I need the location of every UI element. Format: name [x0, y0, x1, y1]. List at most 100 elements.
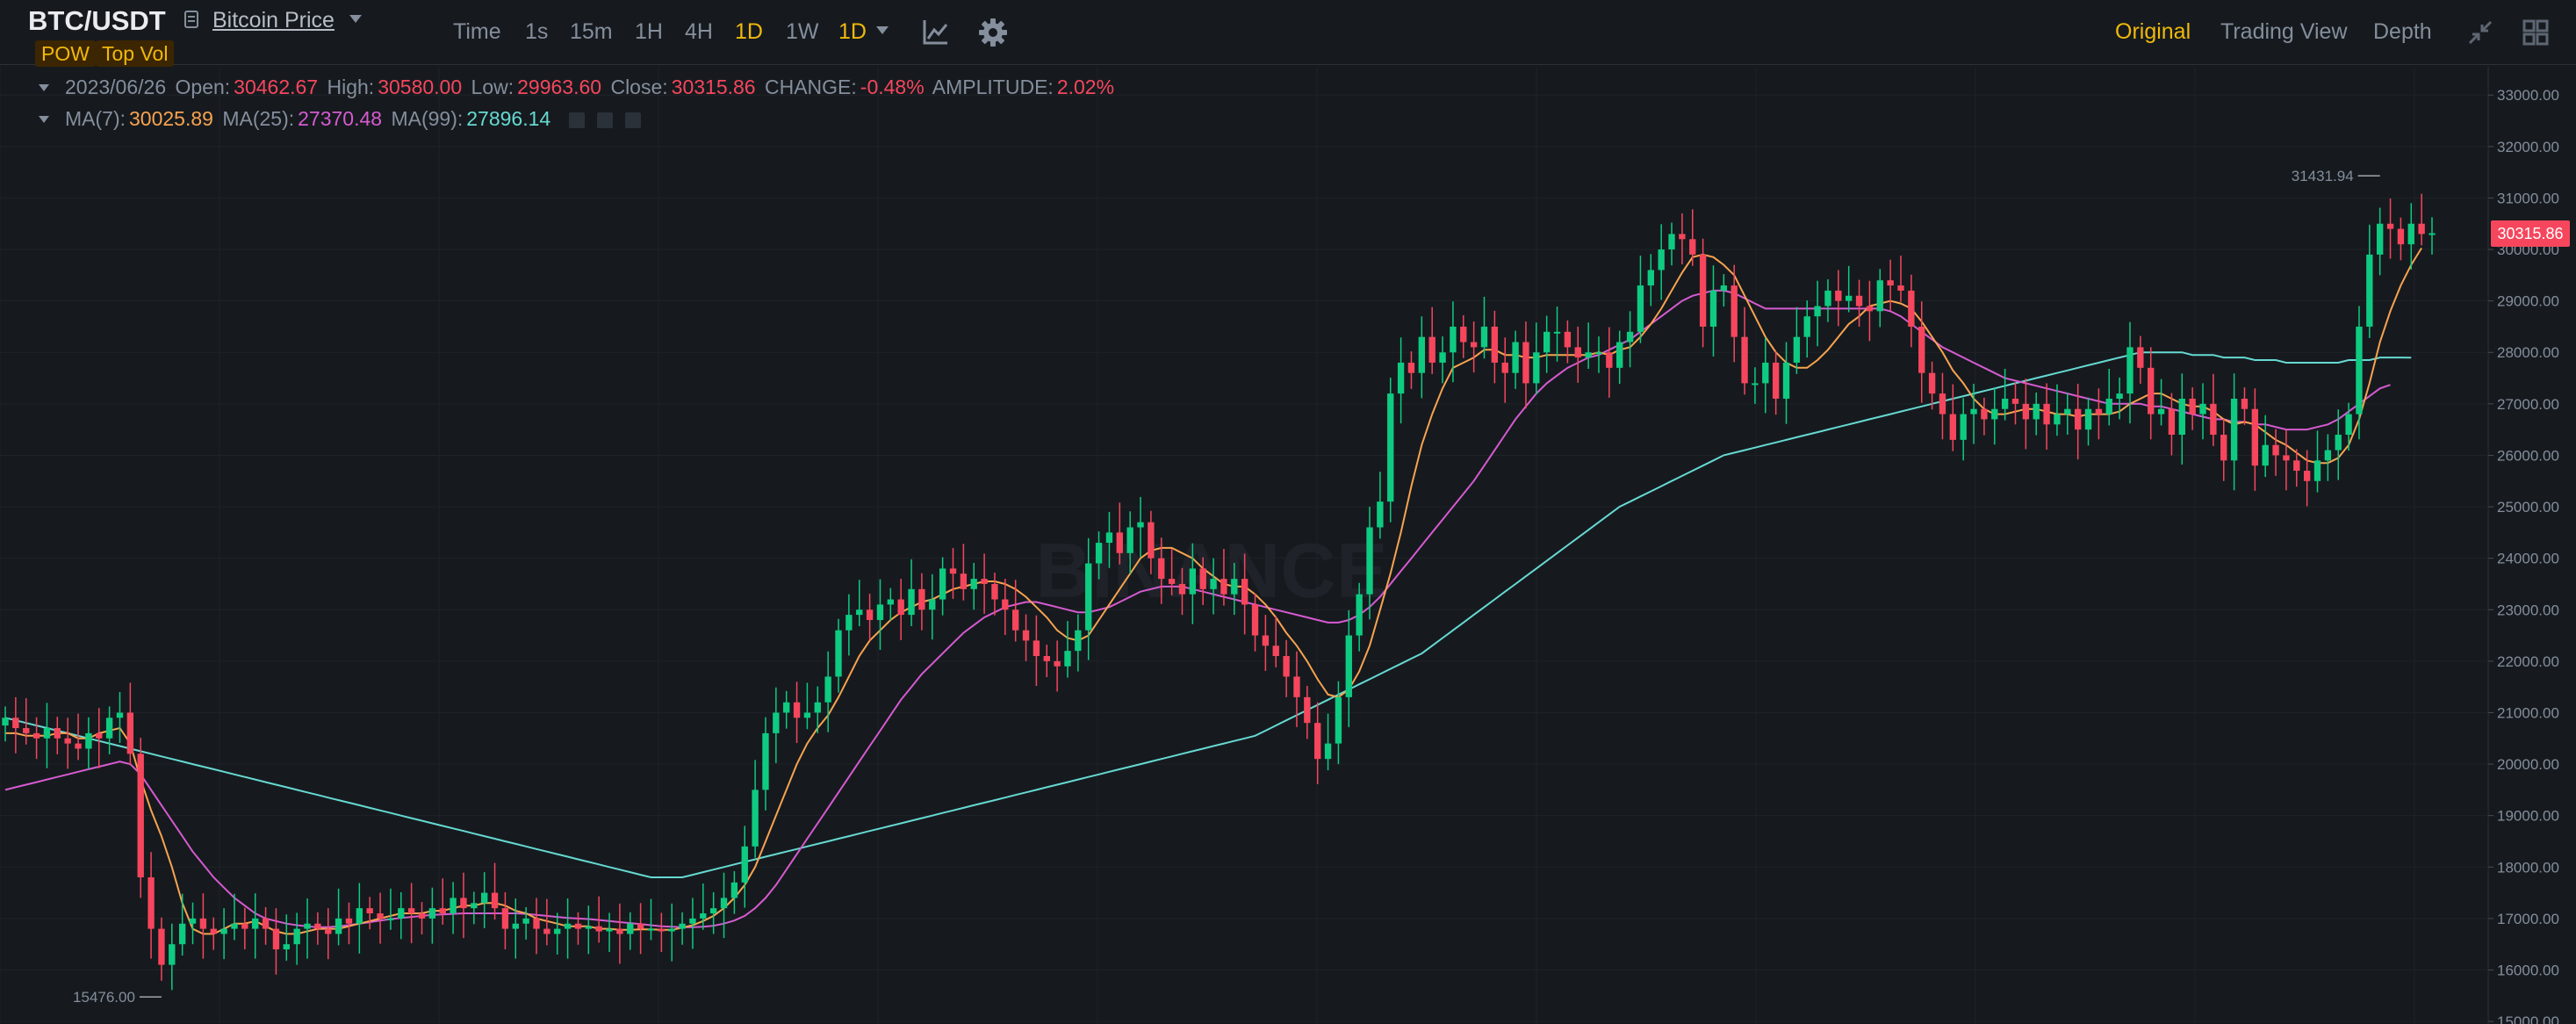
candle-body[interactable]: [481, 892, 488, 904]
candle-body[interactable]: [272, 928, 280, 950]
candle-body[interactable]: [2407, 223, 2414, 245]
candle-body[interactable]: [178, 923, 186, 945]
candle-body[interactable]: [1709, 290, 1717, 327]
candle-body[interactable]: [585, 926, 592, 929]
candle-body[interactable]: [1814, 306, 1821, 317]
candle-body[interactable]: [85, 732, 92, 749]
candle-body[interactable]: [158, 928, 165, 965]
candle-body[interactable]: [1105, 532, 1113, 544]
candle-body[interactable]: [2230, 398, 2238, 461]
candle-body[interactable]: [1148, 522, 1155, 559]
candle-body[interactable]: [2064, 408, 2071, 415]
candle-body[interactable]: [637, 923, 644, 929]
candle-body[interactable]: [730, 882, 738, 898]
candle-body[interactable]: [939, 568, 946, 600]
candle-body[interactable]: [1022, 630, 1030, 641]
candle-body[interactable]: [1689, 239, 1696, 255]
candle-body[interactable]: [2345, 414, 2352, 436]
candle-body[interactable]: [1647, 270, 1654, 286]
candle-body[interactable]: [1574, 347, 1581, 358]
candle-body[interactable]: [43, 728, 51, 739]
candle-body[interactable]: [2054, 414, 2061, 425]
candle-body[interactable]: [1366, 527, 1373, 595]
candle-body[interactable]: [1949, 414, 1956, 440]
candle-body[interactable]: [2043, 403, 2050, 425]
candle-body[interactable]: [471, 903, 478, 909]
candle-body[interactable]: [1741, 336, 1748, 384]
candle-body[interactable]: [1616, 342, 1623, 368]
candle-body[interactable]: [981, 579, 988, 584]
candle-body[interactable]: [2105, 398, 2112, 415]
candle-body[interactable]: [897, 599, 904, 616]
candle-body[interactable]: [2377, 223, 2384, 255]
candle-body[interactable]: [647, 928, 655, 931]
candle-body[interactable]: [314, 923, 321, 929]
candle-body[interactable]: [1491, 326, 1499, 363]
candle-body[interactable]: [2033, 403, 2040, 420]
candle-body[interactable]: [1626, 331, 1634, 343]
interval-1h[interactable]: 1H: [635, 19, 663, 44]
candle-body[interactable]: [668, 928, 675, 932]
candle-body[interactable]: [1304, 696, 1311, 724]
candle-body[interactable]: [627, 923, 634, 934]
candle-body[interactable]: [1095, 543, 1103, 564]
candle-body[interactable]: [1085, 563, 1092, 631]
candle-body[interactable]: [1991, 408, 1998, 420]
candle-body[interactable]: [741, 846, 748, 883]
candle-body[interactable]: [1178, 583, 1186, 595]
candle-body[interactable]: [1752, 383, 1759, 386]
collapse-icon[interactable]: [2467, 19, 2493, 46]
candle-body[interactable]: [2366, 254, 2373, 327]
candle-body[interactable]: [1876, 280, 1883, 312]
candle-body[interactable]: [262, 918, 270, 929]
tag-pow[interactable]: POW: [35, 40, 96, 67]
candle-body[interactable]: [169, 944, 176, 965]
candle-body[interactable]: [2095, 408, 2103, 415]
candle-body[interactable]: [2241, 398, 2249, 409]
candle-body[interactable]: [325, 928, 332, 934]
candle-body[interactable]: [1668, 234, 1675, 250]
candle-body[interactable]: [148, 876, 155, 929]
interval-4h[interactable]: 4H: [685, 19, 713, 44]
candle-body[interactable]: [1428, 336, 1436, 363]
candle-body[interactable]: [1251, 604, 1259, 636]
candle-body[interactable]: [949, 568, 957, 574]
candle-body[interactable]: [231, 923, 238, 929]
settings-icon[interactable]: [596, 112, 613, 128]
candle-body[interactable]: [762, 732, 769, 790]
candle-body[interactable]: [32, 732, 40, 739]
candle-body[interactable]: [1679, 234, 1686, 240]
candle-body[interactable]: [491, 892, 499, 909]
chevron-down-icon[interactable]: [39, 116, 49, 123]
candle-body[interactable]: [1553, 331, 1561, 334]
candle-body[interactable]: [2, 718, 9, 726]
interval-15m[interactable]: 15m: [570, 19, 613, 44]
candle-body[interactable]: [105, 718, 113, 739]
candle-body[interactable]: [1356, 594, 1363, 636]
candle-body[interactable]: [1543, 331, 1551, 353]
candle-body[interactable]: [2199, 403, 2206, 415]
candle-body[interactable]: [2210, 403, 2217, 436]
candle-body[interactable]: [2084, 408, 2092, 430]
candle-body[interactable]: [824, 676, 831, 703]
candle-body[interactable]: [773, 712, 780, 733]
candle-body[interactable]: [377, 913, 384, 919]
candle-body[interactable]: [439, 908, 446, 914]
candle-body[interactable]: [522, 918, 529, 924]
chevron-down-icon[interactable]: [876, 26, 889, 34]
candle-body[interactable]: [2137, 347, 2144, 368]
candle-body[interactable]: [543, 928, 550, 934]
candle-body[interactable]: [1158, 558, 1165, 580]
tag-top-vol[interactable]: Top Vol: [96, 40, 175, 67]
candle-body[interactable]: [2011, 398, 2019, 404]
candle-body[interactable]: [991, 583, 998, 600]
candle-body[interactable]: [2386, 223, 2394, 229]
candle-body[interactable]: [418, 913, 426, 919]
candle-body[interactable]: [23, 728, 30, 733]
candle-body[interactable]: [1699, 254, 1707, 327]
candle-body[interactable]: [2397, 228, 2405, 245]
candle-body[interactable]: [2220, 435, 2227, 461]
candle-body[interactable]: [1199, 568, 1206, 589]
candle-body[interactable]: [283, 944, 290, 950]
